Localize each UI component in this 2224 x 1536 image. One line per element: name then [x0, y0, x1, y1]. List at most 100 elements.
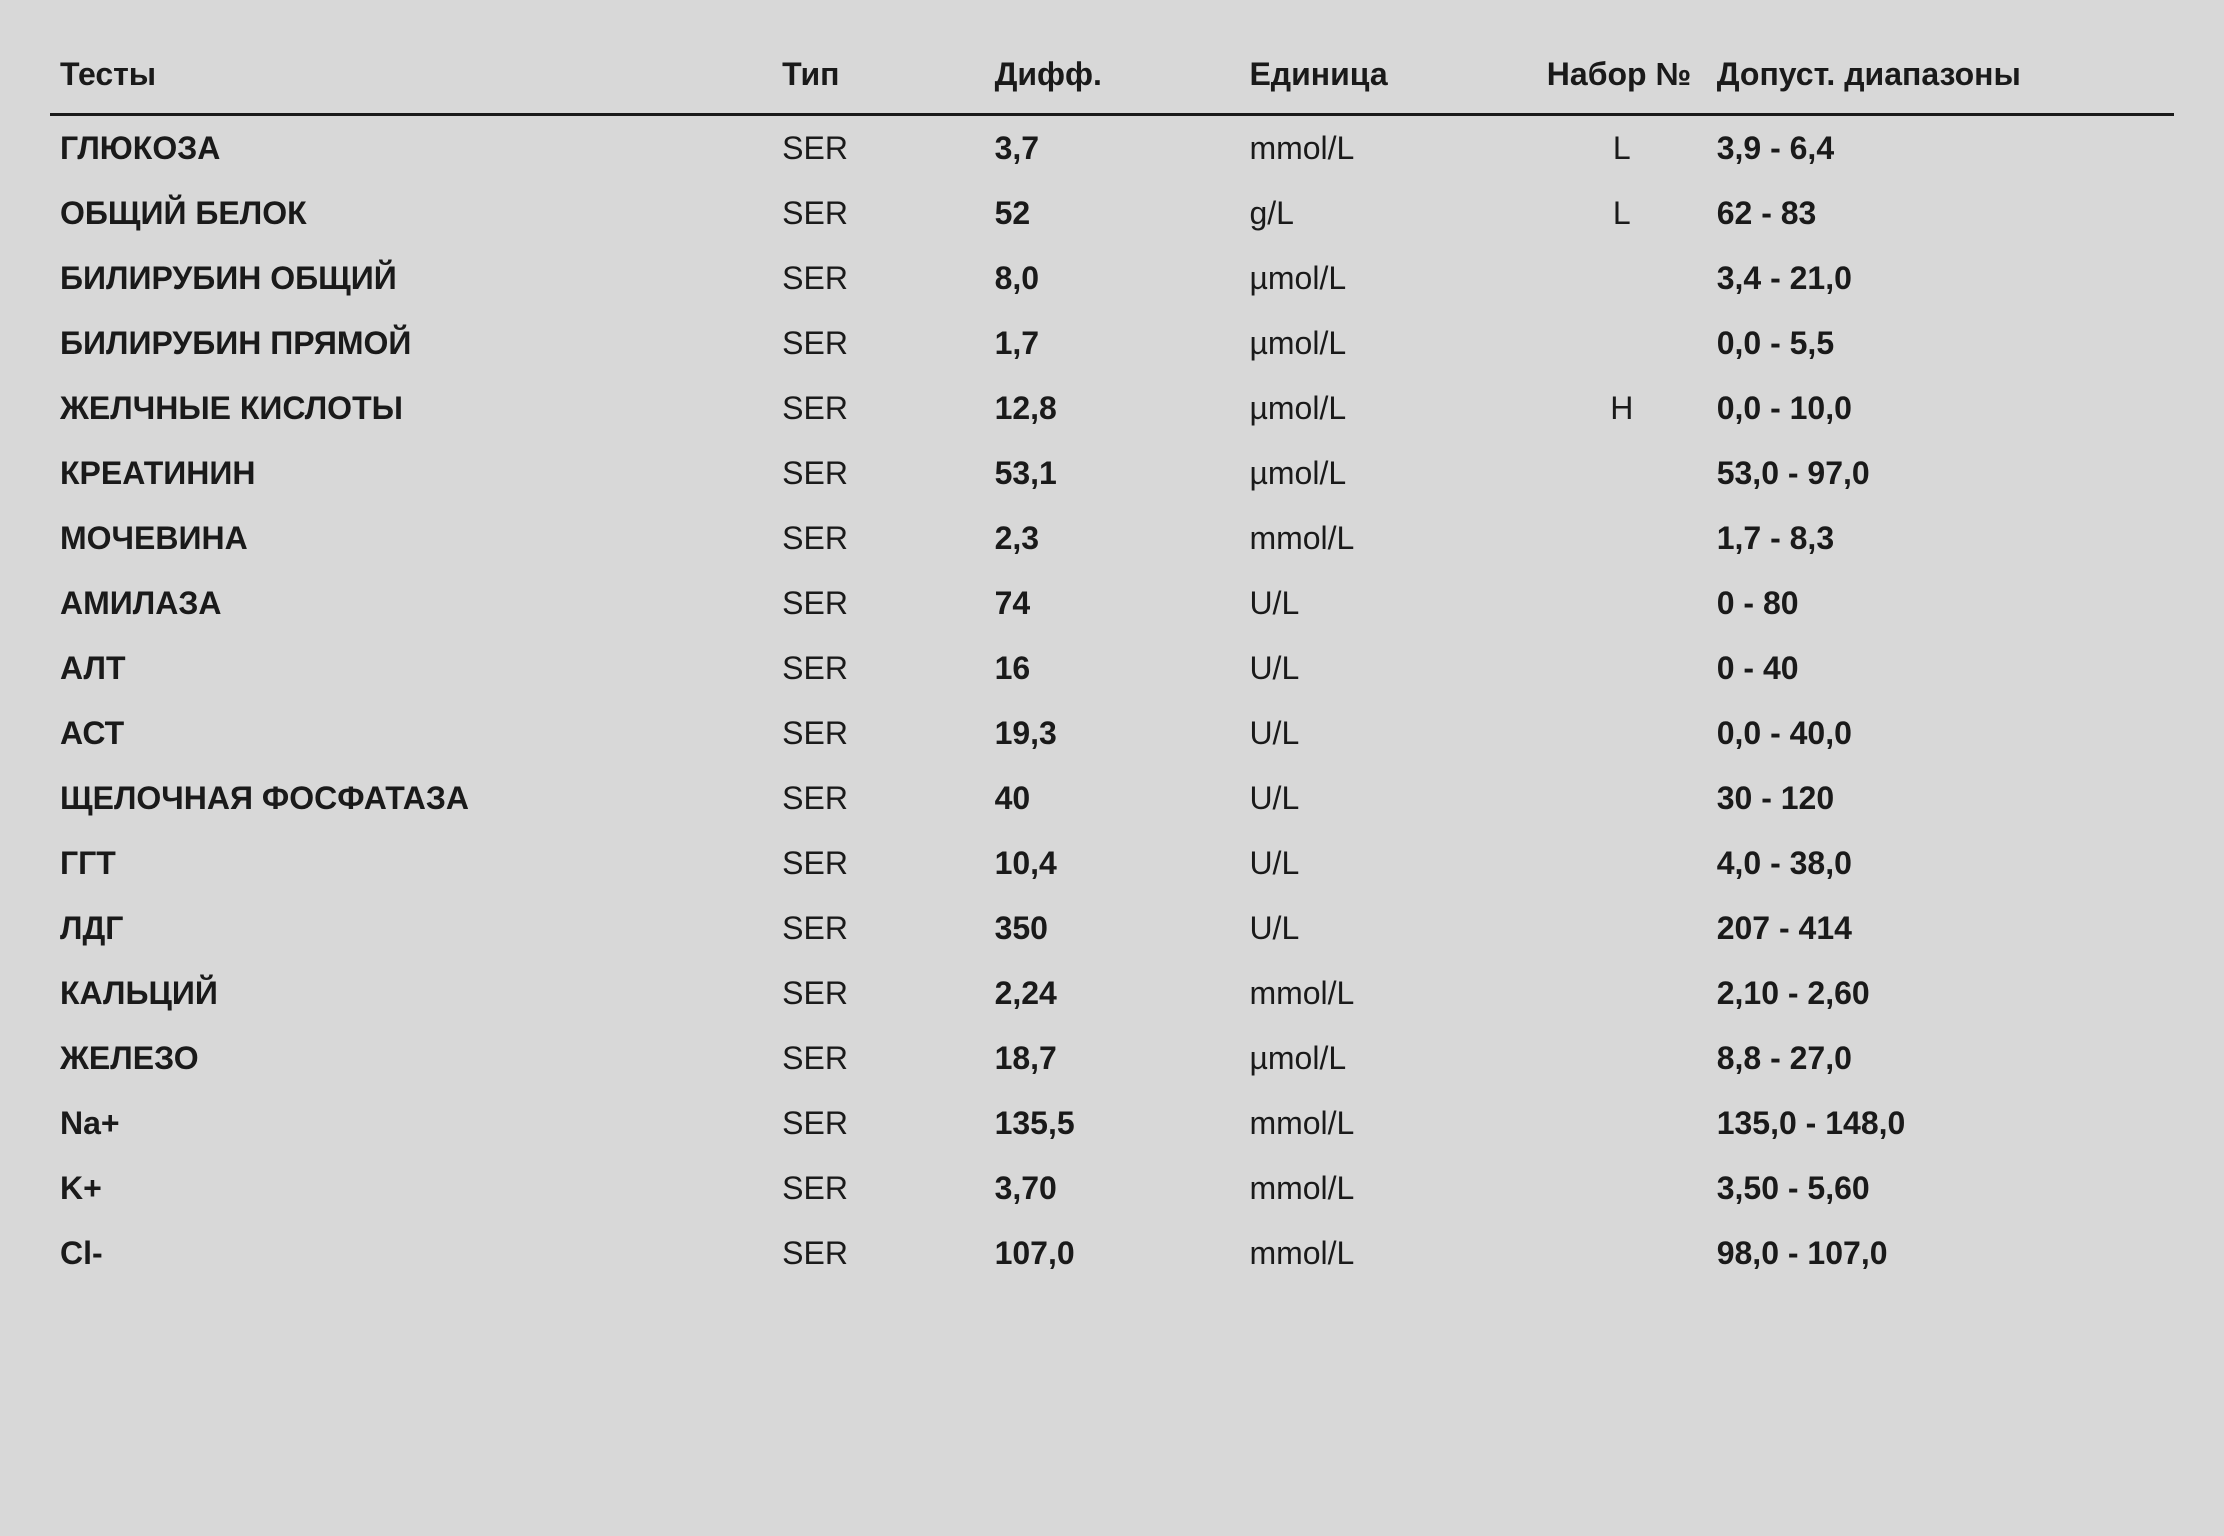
cell-set: [1537, 1091, 1707, 1156]
cell-diff: 10,4: [985, 831, 1240, 896]
table-row: ЖЕЛЕЗОSER18,7µmol/L 8,8 - 27,0: [50, 1026, 2174, 1091]
cell-test: АЛТ: [50, 636, 772, 701]
lab-results-table: Тесты Тип Дифф. Единица Набор № Допуст. …: [50, 40, 2174, 1286]
cell-diff: 107,0: [985, 1221, 1240, 1286]
table-header: Тесты Тип Дифф. Единица Набор № Допуст. …: [50, 40, 2174, 115]
cell-range: 8,8 - 27,0: [1707, 1026, 2174, 1091]
cell-type: SER: [772, 246, 984, 311]
cell-unit: mmol/L: [1239, 1091, 1536, 1156]
cell-range: 98,0 - 107,0: [1707, 1221, 2174, 1286]
table-row: КРЕАТИНИНSER53,1µmol/L53,0 - 97,0: [50, 441, 2174, 506]
cell-range: 30 - 120: [1707, 766, 2174, 831]
cell-range: 2,10 - 2,60: [1707, 961, 2174, 1026]
cell-test: БИЛИРУБИН ПРЯМОЙ: [50, 311, 772, 376]
cell-set: [1537, 636, 1707, 701]
cell-unit: U/L: [1239, 571, 1536, 636]
cell-range: 3,9 - 6,4: [1707, 115, 2174, 182]
cell-set: [1537, 311, 1707, 376]
cell-unit: U/L: [1239, 831, 1536, 896]
cell-unit: mmol/L: [1239, 506, 1536, 571]
table-row: K+SER3,70mmol/L3,50 - 5,60: [50, 1156, 2174, 1221]
cell-unit: µmol/L: [1239, 246, 1536, 311]
cell-diff: 3,7: [985, 115, 1240, 182]
cell-diff: 3,70: [985, 1156, 1240, 1221]
cell-set: [1537, 571, 1707, 636]
cell-range: 207 - 414: [1707, 896, 2174, 961]
cell-unit: mmol/L: [1239, 1156, 1536, 1221]
cell-unit: mmol/L: [1239, 961, 1536, 1026]
cell-test: КРЕАТИНИН: [50, 441, 772, 506]
cell-set: [1537, 961, 1707, 1026]
cell-diff: 53,1: [985, 441, 1240, 506]
cell-test: КАЛЬЦИЙ: [50, 961, 772, 1026]
cell-type: SER: [772, 701, 984, 766]
table-row: ЖЕЛЧНЫЕ КИСЛОТЫSER12,8µmol/LH0,0 - 10,0: [50, 376, 2174, 441]
header-set: Набор №: [1537, 40, 1707, 115]
cell-range: 0,0 - 10,0: [1707, 376, 2174, 441]
cell-range: 3,4 - 21,0: [1707, 246, 2174, 311]
cell-set: [1537, 246, 1707, 311]
cell-range: 0 - 40: [1707, 636, 2174, 701]
cell-test: Na+: [50, 1091, 772, 1156]
cell-set: [1537, 896, 1707, 961]
cell-test: АМИЛАЗА: [50, 571, 772, 636]
cell-diff: 52: [985, 181, 1240, 246]
table-row: Na+SER135,5mmol/L 135,0 - 148,0: [50, 1091, 2174, 1156]
cell-type: SER: [772, 1221, 984, 1286]
cell-range: 135,0 - 148,0: [1707, 1091, 2174, 1156]
cell-unit: U/L: [1239, 636, 1536, 701]
cell-type: SER: [772, 376, 984, 441]
cell-test: МОЧЕВИНА: [50, 506, 772, 571]
cell-type: SER: [772, 311, 984, 376]
cell-unit: U/L: [1239, 701, 1536, 766]
cell-type: SER: [772, 1156, 984, 1221]
table-body: ГЛЮКОЗАSER3,7mmol/LL3,9 - 6,4ОБЩИЙ БЕЛОК…: [50, 115, 2174, 1287]
cell-diff: 18,7: [985, 1026, 1240, 1091]
cell-set: L: [1537, 115, 1707, 182]
cell-type: SER: [772, 1026, 984, 1091]
table-row: ГГТSER10,4U/L4,0 - 38,0: [50, 831, 2174, 896]
cell-type: SER: [772, 181, 984, 246]
table-row: МОЧЕВИНАSER2,3mmol/L1,7 - 8,3: [50, 506, 2174, 571]
cell-test: ЖЕЛЧНЫЕ КИСЛОТЫ: [50, 376, 772, 441]
cell-unit: U/L: [1239, 896, 1536, 961]
cell-range: 0,0 - 40,0: [1707, 701, 2174, 766]
cell-test: ЩЕЛОЧНАЯ ФОСФАТАЗА: [50, 766, 772, 831]
cell-test: ГГТ: [50, 831, 772, 896]
table-row: АЛТSER16U/L0 - 40: [50, 636, 2174, 701]
cell-unit: mmol/L: [1239, 115, 1536, 182]
cell-diff: 1,7: [985, 311, 1240, 376]
cell-diff: 135,5: [985, 1091, 1240, 1156]
cell-diff: 2,24: [985, 961, 1240, 1026]
cell-diff: 16: [985, 636, 1240, 701]
table-row: ЩЕЛОЧНАЯ ФОСФАТАЗАSER40U/L30 - 120: [50, 766, 2174, 831]
table-row: ЛДГSER350U/L207 - 414: [50, 896, 2174, 961]
table-row: БИЛИРУБИН ОБЩИЙSER8,0µmol/L3,4 - 21,0: [50, 246, 2174, 311]
cell-set: [1537, 441, 1707, 506]
cell-test: ОБЩИЙ БЕЛОК: [50, 181, 772, 246]
cell-range: 0,0 - 5,5: [1707, 311, 2174, 376]
cell-set: [1537, 1026, 1707, 1091]
cell-type: SER: [772, 961, 984, 1026]
table-row: АСТSER19,3U/L0,0 - 40,0: [50, 701, 2174, 766]
cell-type: SER: [772, 506, 984, 571]
header-test: Тесты: [50, 40, 772, 115]
cell-test: ЛДГ: [50, 896, 772, 961]
cell-type: SER: [772, 115, 984, 182]
cell-set: L: [1537, 181, 1707, 246]
table-row: КАЛЬЦИЙSER2,24mmol/L 2,10 - 2,60: [50, 961, 2174, 1026]
cell-unit: mmol/L: [1239, 1221, 1536, 1286]
cell-test: ЖЕЛЕЗО: [50, 1026, 772, 1091]
cell-set: [1537, 766, 1707, 831]
cell-set: [1537, 1156, 1707, 1221]
cell-type: SER: [772, 571, 984, 636]
cell-type: SER: [772, 766, 984, 831]
cell-diff: 2,3: [985, 506, 1240, 571]
table-row: Cl-SER107,0mmol/L98,0 - 107,0: [50, 1221, 2174, 1286]
cell-set: [1537, 831, 1707, 896]
cell-set: [1537, 1221, 1707, 1286]
cell-range: 53,0 - 97,0: [1707, 441, 2174, 506]
cell-test: K+: [50, 1156, 772, 1221]
cell-type: SER: [772, 1091, 984, 1156]
cell-unit: µmol/L: [1239, 1026, 1536, 1091]
